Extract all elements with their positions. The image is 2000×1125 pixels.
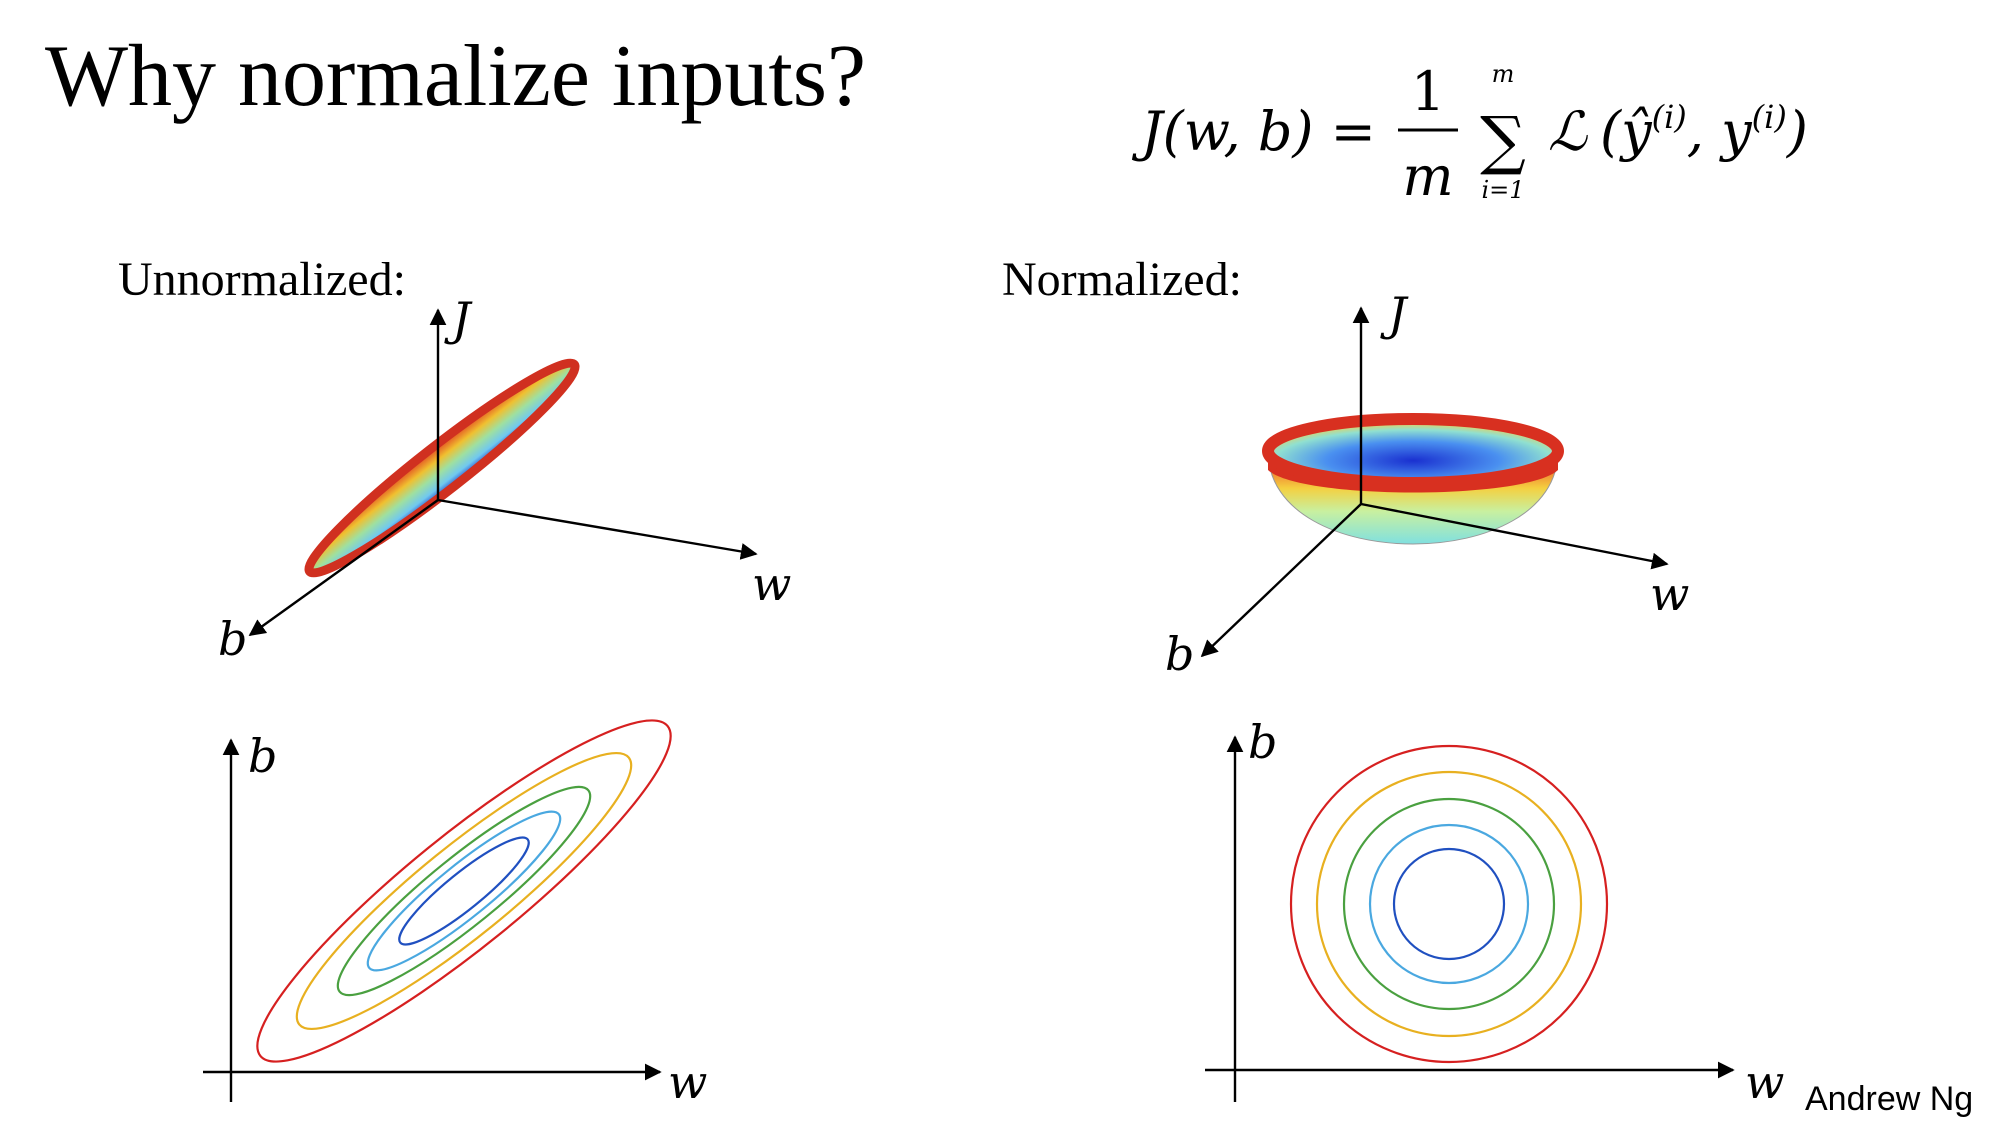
axis-label: b bbox=[1165, 627, 1194, 681]
axis-label: w bbox=[1650, 567, 1689, 621]
formula-denominator: m bbox=[1402, 145, 1453, 208]
axis-label: J bbox=[1380, 287, 1409, 341]
formula-sum: ∑ bbox=[1480, 104, 1526, 178]
formula-upper: m bbox=[1492, 60, 1515, 88]
formula-lhs: J(w, b) = bbox=[1131, 100, 1376, 163]
panel-label: Normalized: bbox=[1002, 253, 1242, 306]
formula-part: ) bbox=[1786, 100, 1808, 163]
axis-label: b bbox=[218, 612, 247, 666]
axis-label: b bbox=[1248, 715, 1277, 769]
formula-numerator: 1 bbox=[1411, 60, 1445, 123]
formula-lower: i=1 bbox=[1481, 176, 1524, 204]
axis-label: w bbox=[668, 1055, 707, 1109]
formula-part: (i) bbox=[1752, 98, 1787, 136]
formula-part: , y bbox=[1687, 100, 1753, 163]
unnormalized-contours: b w bbox=[203, 719, 707, 1109]
formula-loss: ℒ bbox=[1548, 100, 1588, 163]
axis-label: w bbox=[752, 557, 791, 611]
normalized-surface: J w b bbox=[1165, 287, 1689, 681]
cost-formula: J(w, b) = 1 m ∑ m i=1 ℒ (ŷ(i), y(i)) bbox=[1131, 60, 1808, 208]
formula-args: (ŷ(i), y(i)) bbox=[1600, 98, 1808, 163]
title: Why normalize inputs? bbox=[45, 28, 866, 125]
formula-part: (ŷ bbox=[1600, 100, 1653, 163]
axis-label: J bbox=[444, 292, 473, 346]
panel-label: Unnormalized: bbox=[118, 253, 406, 306]
formula-part: (i) bbox=[1652, 98, 1687, 136]
axis-label: b bbox=[248, 729, 277, 783]
normalized-contours: b w bbox=[1205, 715, 1784, 1109]
footer-author: Andrew Ng bbox=[1805, 1080, 1973, 1118]
axis-label: w bbox=[1745, 1055, 1784, 1109]
unnormalized-surface: J w b bbox=[218, 292, 791, 666]
